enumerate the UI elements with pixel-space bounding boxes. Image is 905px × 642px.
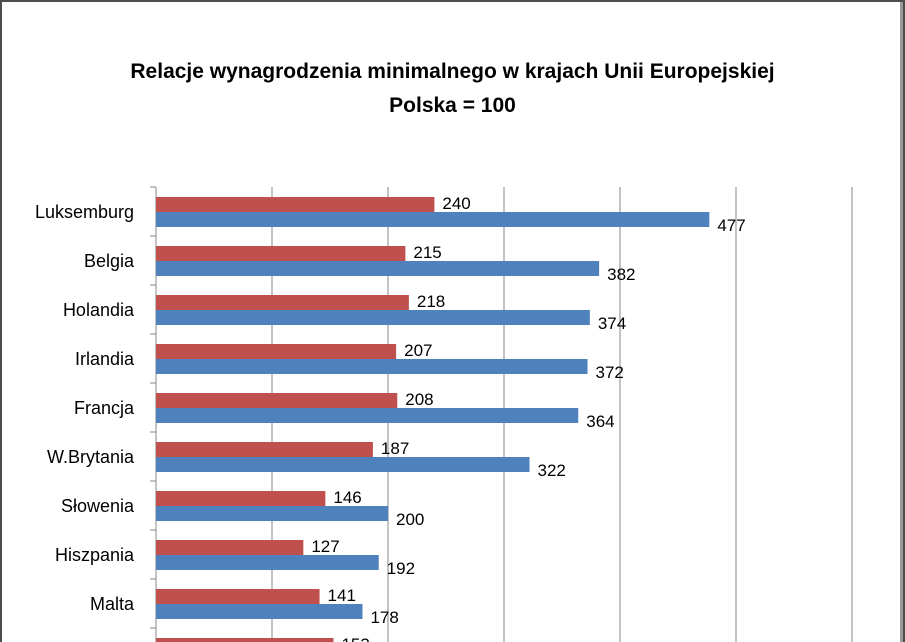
bar-series-1 <box>156 442 373 457</box>
category-label: Hiszpania <box>55 545 135 565</box>
category-label: Francja <box>74 398 135 418</box>
data-label: 207 <box>404 341 432 360</box>
bar-series-1 <box>156 540 304 555</box>
data-label: 127 <box>311 537 339 556</box>
data-label: 218 <box>417 292 445 311</box>
bar-series-2 <box>156 310 590 325</box>
data-label: 200 <box>396 510 424 529</box>
data-label: 153 <box>341 635 369 642</box>
bar-series-2 <box>156 506 388 521</box>
category-label: Luksemburg <box>35 202 134 222</box>
bar-series-2 <box>156 457 530 472</box>
category-label: Irlandia <box>75 349 135 369</box>
chart-title: Relacje wynagrodzenia minimalnego w kraj… <box>130 60 775 83</box>
data-label: 364 <box>586 412 614 431</box>
category-label: Słowenia <box>61 496 135 516</box>
bar-series-1 <box>156 491 326 506</box>
bar-series-2 <box>156 604 363 619</box>
bar-series-2 <box>156 408 579 423</box>
data-label: 322 <box>538 461 566 480</box>
data-label: 208 <box>405 390 433 409</box>
bar-series-1 <box>156 246 406 261</box>
data-label: 192 <box>387 559 415 578</box>
bar-series-2 <box>156 359 588 374</box>
data-label: 477 <box>717 216 745 235</box>
data-label: 141 <box>328 586 356 605</box>
category-label: Malta <box>90 594 135 614</box>
category-label: Belgia <box>84 251 135 271</box>
category-label: Holandia <box>63 300 135 320</box>
data-label: 382 <box>607 265 635 284</box>
data-label: 146 <box>333 488 361 507</box>
bar-series-1 <box>156 197 435 212</box>
data-label: 374 <box>598 314 626 333</box>
data-label: 240 <box>442 194 470 213</box>
bar-series-2 <box>156 212 710 227</box>
data-label: 215 <box>413 243 441 262</box>
bar-series-1 <box>156 638 334 642</box>
bar-series-2 <box>156 555 379 570</box>
bar-series-1 <box>156 393 398 408</box>
chart-subtitle: Polska = 100 <box>389 94 516 117</box>
bar-series-2 <box>156 261 600 276</box>
bar-series-1 <box>156 295 409 310</box>
category-label: W.Brytania <box>47 447 135 467</box>
data-label: 178 <box>370 608 398 627</box>
data-label: 187 <box>381 439 409 458</box>
bar-series-1 <box>156 589 320 604</box>
data-label: 372 <box>596 363 624 382</box>
bar-series-1 <box>156 344 397 359</box>
